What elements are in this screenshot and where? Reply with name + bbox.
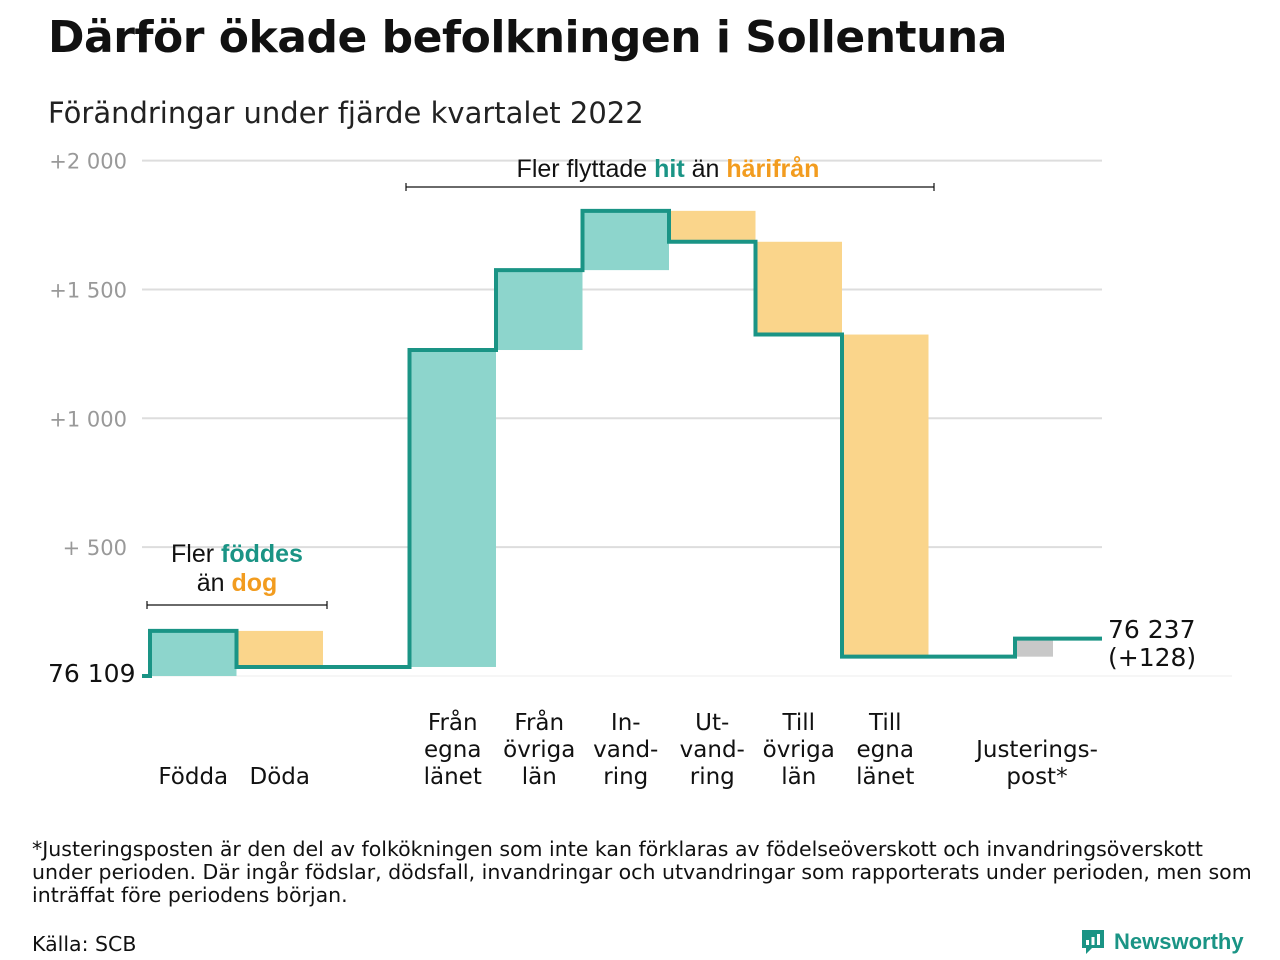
source-note: Källa: SCB <box>32 932 137 956</box>
category-label: egna <box>424 737 481 763</box>
annotation-part: föddes <box>221 540 303 568</box>
annotation-text: Fler föddes <box>171 540 303 568</box>
annotation-part: Fler <box>171 540 221 568</box>
category-label: Justerings- <box>974 737 1098 763</box>
bar-increase <box>150 630 237 676</box>
y-tick-label: +1 500 <box>49 278 127 302</box>
bar-decrease <box>755 241 842 335</box>
category-label: Från <box>428 708 478 736</box>
category-label: ring <box>690 764 735 790</box>
annotation-text: Fler flyttade hit än härifrån <box>517 155 820 183</box>
bar-decrease <box>236 630 323 667</box>
bar-increase <box>496 270 583 351</box>
category-label: Från <box>514 708 564 736</box>
annotation-part: än <box>197 569 232 597</box>
annotation-part: dog <box>231 569 277 597</box>
category-label: Till <box>868 710 902 736</box>
end-change-label: (+128) <box>1108 643 1196 672</box>
category-label: länet <box>856 764 914 790</box>
footnote: *Justeringsposten är den del av folkökni… <box>32 837 1252 907</box>
bar-increase <box>409 350 496 667</box>
category-label: övriga <box>763 737 835 763</box>
category-label: vand- <box>680 737 745 763</box>
category-label: Döda <box>250 764 310 790</box>
annotation-part: än <box>685 155 727 183</box>
category-label: län <box>522 764 557 790</box>
category-label: län <box>781 764 816 790</box>
category-label: Födda <box>158 764 228 790</box>
bar-decrease <box>669 210 756 242</box>
end-value-label: 76 237 <box>1108 615 1195 644</box>
brand-name: Newsworthy <box>1114 929 1244 954</box>
category-label: In- <box>611 710 641 736</box>
newsworthy-logo: Newsworthy <box>1080 928 1244 956</box>
chart-title: Därför ökade befolkningen i Sollentuna <box>48 12 1007 63</box>
y-tick-label: + 500 <box>63 536 127 560</box>
category-label: länet <box>424 764 482 790</box>
cumulative-step-line <box>142 208 1102 678</box>
bar-decrease <box>842 334 929 657</box>
y-tick-label: +1 000 <box>49 407 127 431</box>
category-label: Ut- <box>695 710 729 736</box>
annotation-text: än dog <box>197 569 278 597</box>
annotation-part: Fler flyttade <box>517 155 655 183</box>
chart-subtitle: Förändringar under fjärde kvartalet 2022 <box>48 96 644 130</box>
category-label: egna <box>857 737 914 763</box>
category-label: ring <box>603 764 648 790</box>
newsworthy-logo-icon <box>1082 930 1104 954</box>
category-label: post* <box>1006 764 1067 790</box>
annotation-part: härifrån <box>726 155 819 183</box>
start-value-label: 76 109 <box>48 659 135 688</box>
bar-increase <box>582 210 669 271</box>
category-label: övriga <box>503 737 575 763</box>
bar-adjustment <box>1015 638 1053 657</box>
annotation-part: hit <box>654 155 685 183</box>
category-label: vand- <box>593 737 658 763</box>
category-label: Till <box>781 710 815 736</box>
y-tick-label: +2 000 <box>49 150 127 174</box>
